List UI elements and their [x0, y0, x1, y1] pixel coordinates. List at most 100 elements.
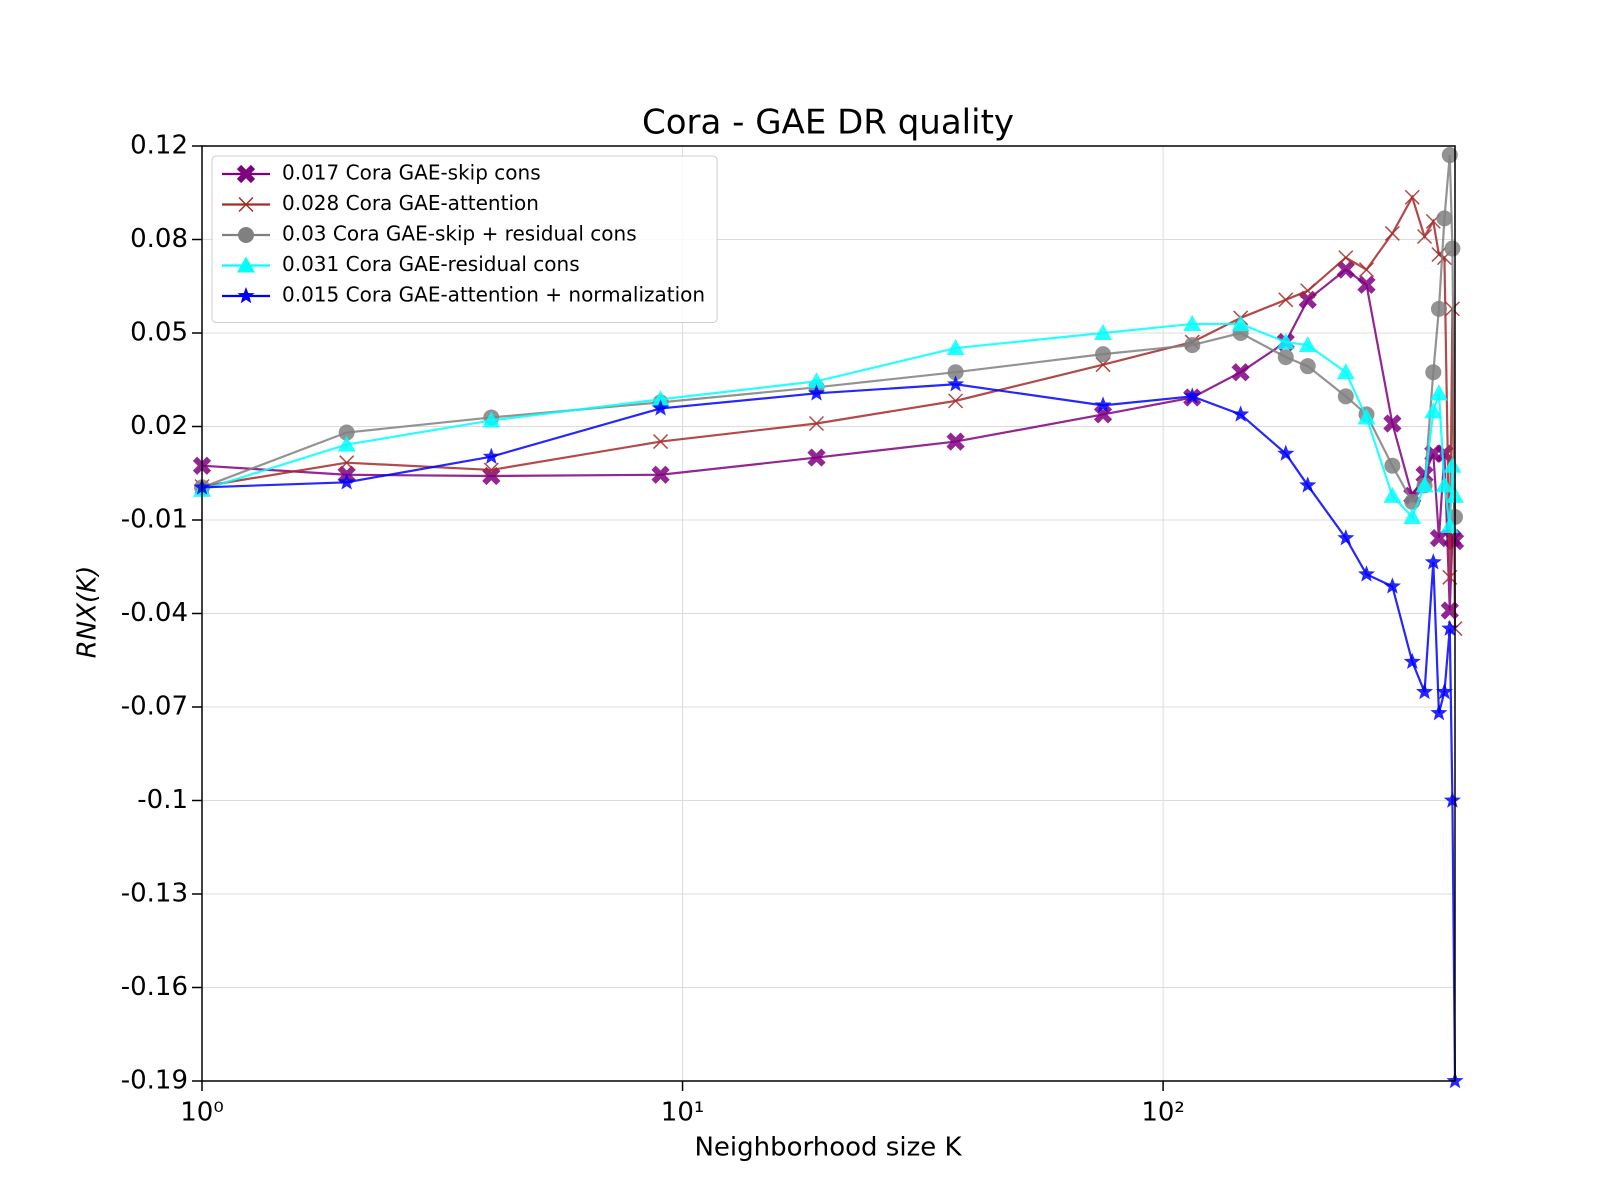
data-point — [482, 411, 501, 428]
x-tick-label: 10¹ — [661, 1098, 705, 1128]
legend-label: 0.028 Cora GAE-attention — [282, 191, 539, 215]
data-point — [1436, 210, 1453, 227]
data-point — [1357, 408, 1376, 425]
y-axis-label: RNX(K) — [73, 566, 103, 659]
data-point — [1425, 364, 1442, 381]
data-point — [807, 448, 826, 467]
data-point — [1337, 388, 1354, 405]
data-point — [1093, 405, 1113, 424]
data-point — [947, 364, 964, 381]
data-point — [1277, 349, 1294, 366]
legend-label: 0.015 Cora GAE-attention + normalization — [282, 283, 705, 307]
data-point — [1299, 358, 1316, 375]
data-point — [338, 424, 355, 441]
y-tick-label: -0.07 — [121, 692, 188, 722]
y-tick-label: 0.05 — [130, 318, 188, 348]
data-point — [1443, 456, 1462, 473]
legend-frame — [211, 155, 718, 323]
y-tick-label: -0.13 — [121, 879, 188, 909]
data-point — [1298, 336, 1317, 353]
y-tick-label: 0.12 — [130, 131, 188, 161]
x-axis-label: Neighborhood size K — [694, 1133, 962, 1163]
data-point — [1383, 414, 1402, 433]
data-point — [1336, 260, 1355, 279]
data-point — [1443, 791, 1461, 808]
data-point — [1336, 363, 1355, 380]
data-point — [1435, 444, 1454, 463]
data-point — [1435, 682, 1453, 700]
series-line — [201, 383, 1457, 1082]
legend-marker — [237, 287, 255, 304]
data-point — [651, 465, 670, 484]
data-point — [1299, 476, 1317, 493]
legend-label: 0.017 Cora GAE-skip cons — [282, 161, 541, 185]
data-point — [1384, 225, 1400, 241]
data-point — [1358, 262, 1375, 278]
data-point — [337, 435, 356, 452]
data-point — [1095, 346, 1112, 363]
data-point — [1424, 553, 1442, 570]
data-point — [1441, 147, 1458, 164]
data-point — [1383, 486, 1402, 503]
data-point — [946, 432, 965, 451]
legend-marker — [238, 227, 254, 243]
data-point — [1338, 250, 1354, 266]
y-tick-label: -0.04 — [121, 598, 188, 628]
data-point — [1357, 565, 1376, 582]
data-point — [1183, 314, 1202, 331]
data-point — [1415, 476, 1434, 493]
data-point — [1231, 314, 1250, 331]
y-tick-label: -0.19 — [121, 1066, 188, 1096]
data-point — [1424, 402, 1443, 419]
legend: 0.017 Cora GAE-skip cons 0.028 Cora GAE-a… — [211, 155, 718, 323]
data-point — [1094, 324, 1113, 340]
data-point — [1232, 405, 1250, 422]
data-point — [1300, 283, 1316, 299]
legend-marker — [237, 256, 255, 273]
data-point — [1337, 529, 1355, 546]
data-point — [482, 447, 500, 464]
data-point — [1415, 682, 1434, 700]
data-point — [651, 390, 670, 407]
data-point — [948, 393, 964, 409]
data-point — [482, 466, 501, 486]
data-point — [946, 339, 965, 356]
data-point — [1430, 704, 1448, 721]
y-tick-label: -0.01 — [121, 505, 188, 535]
data-point — [483, 462, 499, 478]
data-point — [1417, 228, 1433, 245]
data-point — [1383, 577, 1401, 594]
x-tick-label: 10⁰ — [180, 1098, 224, 1128]
data-point — [1357, 275, 1376, 294]
legend-marker — [236, 164, 256, 184]
data-point — [1430, 300, 1447, 317]
axes: 0.12 0.08 0.05 0.02 -0.01 -0.04 -0.07 -0.1 -0.13… — [121, 131, 1185, 1128]
legend-marker — [238, 196, 254, 213]
data-point — [1094, 396, 1112, 413]
data-point — [1277, 444, 1295, 461]
data-point — [1231, 363, 1250, 382]
data-point — [653, 434, 669, 450]
series-line — [201, 154, 1457, 517]
data-point — [1441, 619, 1459, 636]
data-point — [339, 455, 355, 471]
y-tick-label: 0.02 — [130, 411, 188, 441]
y-tick-label: -0.1 — [137, 785, 188, 815]
chart-title: Cora - GAE DR quality — [642, 103, 1014, 143]
legend-label: 0.031 Cora GAE-residual cons — [282, 252, 580, 276]
data-point — [1403, 507, 1422, 524]
data-point — [1184, 337, 1201, 354]
x-tick-label: 10² — [1141, 1098, 1185, 1128]
data-point — [338, 473, 356, 490]
data-point — [1183, 387, 1201, 404]
data-point — [947, 375, 965, 392]
data-point — [1278, 292, 1294, 308]
data-point — [1429, 384, 1448, 401]
data-point — [1435, 476, 1454, 493]
data-point — [808, 415, 825, 432]
data-point — [807, 384, 826, 401]
y-tick-label: 0.08 — [130, 224, 188, 254]
data-point — [1403, 652, 1421, 670]
data-point — [1444, 240, 1461, 257]
